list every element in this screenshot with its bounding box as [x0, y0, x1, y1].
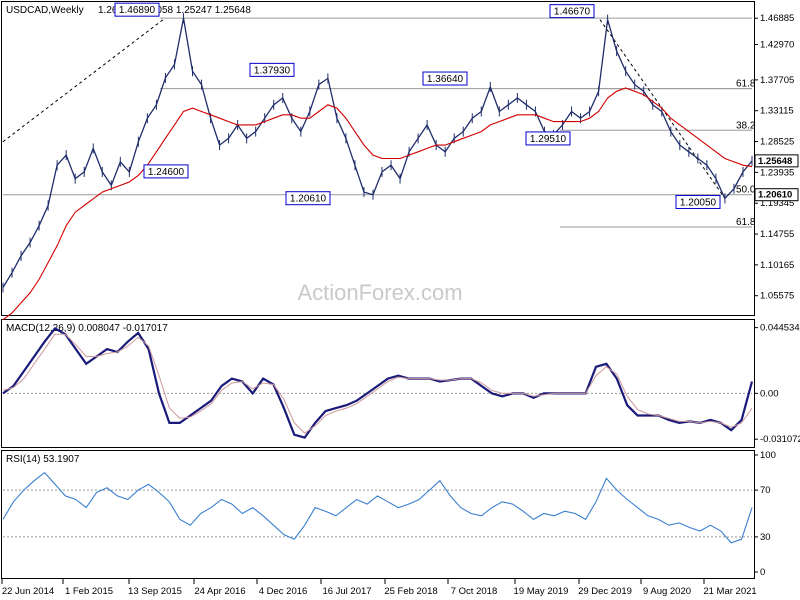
- moving-average-line: [2, 87, 753, 321]
- price-axis-label: 1.37705: [760, 75, 794, 86]
- price-axis-label: 1.19345: [760, 198, 794, 209]
- price-axis-box-label: 1.25648: [758, 156, 792, 167]
- annotation-label: 1.46670: [554, 7, 591, 18]
- date-axis-label: 16 Jul 2017: [322, 586, 371, 597]
- ref-level-label: 50.0: [736, 185, 756, 196]
- macd-line: [2, 326, 754, 439]
- date-axis-label: 19 May 2019: [514, 586, 569, 597]
- rsi-series: 100 70 30 0: [2, 450, 776, 578]
- annotation-box: [143, 164, 189, 179]
- rsi-axis-label: 0: [760, 567, 765, 578]
- annotation-label: 1.36640: [427, 74, 464, 85]
- price-axis-label: 1.14755: [760, 229, 794, 240]
- price-series: [2, 13, 753, 321]
- date-axis-label: 9 Aug 2020: [643, 586, 691, 597]
- ref-level-label: 61.8: [736, 217, 756, 228]
- trend-line: [2, 17, 166, 143]
- annotation-label: 1.20050: [680, 197, 717, 208]
- price-reference-lines: 61.8 38.2 50.0 61.8: [2, 17, 756, 228]
- price-axis-box-label: 1.20610: [758, 190, 792, 201]
- price-axis-label: 1.42970: [760, 40, 794, 51]
- price-axis-label: 1.46885: [760, 13, 794, 24]
- price-axis-label: 1.05575: [760, 291, 794, 302]
- rsi-panel-frame: [1, 450, 755, 579]
- price-axis-label: 1.33115: [760, 106, 794, 117]
- date-axis-label: 7 Oct 2018: [451, 586, 497, 597]
- macd-title: MACD(12,26,9) 0.008047 -0.017017: [6, 323, 168, 334]
- price-axis: 1.46885 1.42970 1.37705 1.33115 1.28525 1.239…: [754, 13, 799, 302]
- price-annotations: 1.46890 1.37930 1.24600 1.20610 1.36640 1.295…: [114, 2, 721, 209]
- annotation-box: [422, 71, 468, 86]
- rsi-line: [2, 471, 753, 544]
- ref-level-label: 61.8: [736, 79, 756, 90]
- price-axis-label: 1.23935: [760, 167, 794, 178]
- macd-series: 0.044534 0.00 -0.031072: [2, 323, 800, 445]
- rsi-axis-label: 30: [760, 532, 771, 543]
- date-axis-label: 24 Apr 2016: [194, 586, 245, 597]
- ohlc-readout: 1.26023 1.28058 1.25247 1.25648: [98, 5, 251, 16]
- annotation-box: [249, 62, 295, 77]
- annotation-box: [525, 131, 571, 146]
- rsi-axis-label: 70: [760, 485, 771, 496]
- price-axis-label: 1.10165: [760, 260, 794, 271]
- date-axis-label: 4 Dec 2016: [259, 586, 308, 597]
- date-axis-label: 1 Feb 2015: [65, 586, 113, 597]
- annotation-label: 1.37930: [254, 65, 291, 76]
- macd-signal-line: [2, 333, 753, 434]
- rsi-axis-label: 100: [760, 450, 776, 461]
- annotation-box: [675, 194, 721, 209]
- macd-axis-label: 0.044534: [760, 323, 800, 334]
- annotation-label: 1.46890: [119, 5, 156, 16]
- date-axis-label: 29 Dec 2019: [578, 586, 632, 597]
- price-axis-label: 1.28525: [760, 137, 794, 148]
- price-panel-frame: [1, 1, 755, 316]
- annotation-label: 1.20610: [290, 194, 327, 205]
- annotation-label: 1.24600: [148, 167, 185, 178]
- macd-panel-frame: [1, 319, 755, 448]
- rsi-title: RSI(14) 53.1907: [6, 454, 80, 465]
- price-axis-box: [754, 154, 799, 168]
- date-axis-label: 25 Feb 2018: [384, 586, 437, 597]
- price-line: [2, 18, 753, 288]
- chart-symbol-title: USDCAD,Weekly: [6, 5, 84, 16]
- date-axis: 22 Jun 2014 1 Feb 2015 13 Sep 2015 24 Apr 2…: [1, 579, 757, 597]
- annotation-box: [549, 4, 595, 19]
- annotation-box: [114, 2, 160, 17]
- macd-axis-label: -0.031072: [760, 434, 800, 445]
- date-axis-label: 13 Sep 2015: [128, 586, 182, 597]
- date-axis-label: 21 Mar 2021: [703, 586, 756, 597]
- ref-level-label: 38.2: [736, 120, 756, 131]
- macd-axis-label: 0.00: [760, 388, 779, 399]
- annotation-box: [285, 191, 331, 206]
- price-axis-box: [754, 188, 799, 202]
- annotation-label: 1.29510: [530, 134, 567, 145]
- watermark: ActionForex.com: [297, 280, 462, 305]
- date-axis-label: 22 Jun 2014: [2, 586, 54, 597]
